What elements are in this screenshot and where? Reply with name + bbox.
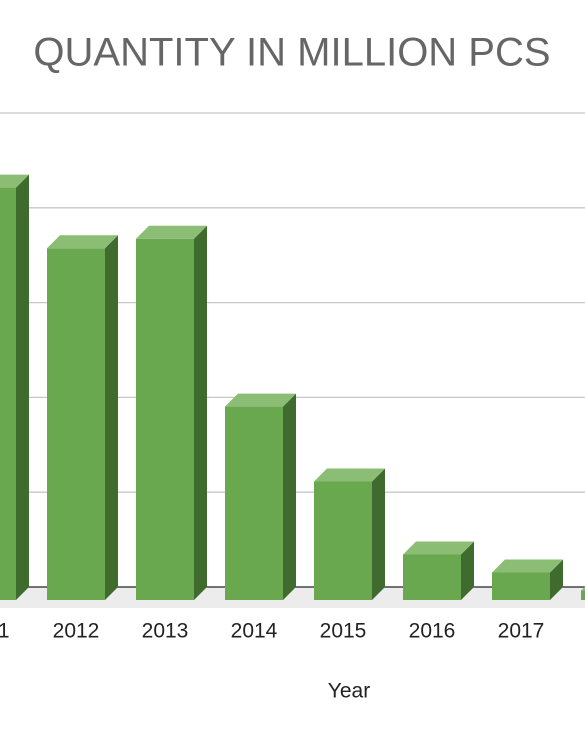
x-tick-label: 2014 xyxy=(231,620,278,643)
bar xyxy=(136,225,207,600)
bar-side xyxy=(283,393,296,600)
bar-top xyxy=(47,235,118,249)
bar-front xyxy=(0,187,16,600)
bar-top xyxy=(492,559,563,573)
x-tick-label: 2013 xyxy=(142,620,189,643)
bar-top xyxy=(403,541,474,555)
bar-front xyxy=(47,248,105,601)
bar-front xyxy=(314,481,372,600)
bar xyxy=(492,559,563,600)
bar-front xyxy=(136,238,194,600)
bar xyxy=(581,586,585,600)
x-axis-label: Year xyxy=(328,680,370,703)
bar-top xyxy=(225,393,296,407)
bar-top xyxy=(136,225,207,239)
x-tick-label: 2012 xyxy=(53,620,100,643)
x-tick-label: 2015 xyxy=(320,620,367,643)
bar-front xyxy=(403,554,461,600)
bar-side xyxy=(372,468,385,600)
bar xyxy=(0,174,29,600)
bar-front xyxy=(492,572,550,600)
bar xyxy=(314,468,385,600)
bar-top xyxy=(581,586,585,591)
bar xyxy=(403,541,474,600)
bar xyxy=(225,393,296,600)
bar xyxy=(47,235,118,601)
bar-front xyxy=(225,406,283,600)
x-tick-label: 2011 xyxy=(0,620,10,643)
bar-side xyxy=(461,541,474,600)
bar-top xyxy=(0,174,29,188)
bar-side xyxy=(550,559,563,600)
x-tick-label: 2017 xyxy=(498,620,545,643)
bar-top xyxy=(314,468,385,482)
bar-front xyxy=(581,590,585,600)
chart-title: QUANTITY IN MILLION PCS xyxy=(33,31,550,75)
bar-side xyxy=(194,225,207,600)
bar-side xyxy=(16,174,29,600)
bar-side xyxy=(105,235,118,601)
x-tick-label: 2016 xyxy=(409,620,456,643)
